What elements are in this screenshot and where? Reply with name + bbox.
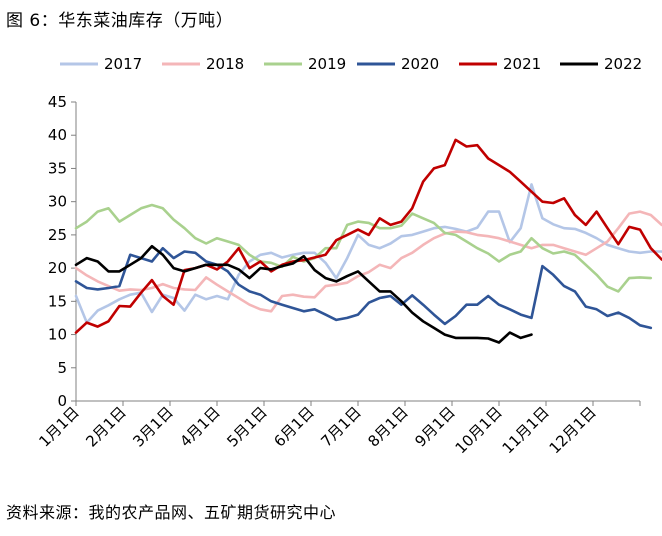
x-tick-label: 7月1日 [317,403,364,450]
chart-legend: 2017 2018 2019 2020 2021 2022 [60,55,642,73]
x-tick-label: 2月1日 [82,403,129,450]
legend-label-2021: 2021 [503,55,541,73]
series-line-2021 [74,138,662,334]
legend-label-2017: 2017 [104,55,142,73]
figure-source: 资料来源：我的农产品网、五矿期货研究中心 [6,503,337,522]
figure-title: 图 6：华东菜油库存（万吨） [6,11,234,31]
y-tick-label: 35 [48,159,67,177]
y-tick-label: 5 [57,359,67,377]
y-tick-label: 45 [48,93,67,111]
series-line-2019 [74,203,653,293]
x-tick-label: 12月1日 [546,403,600,457]
x-tick-label: 1月1日 [35,403,82,450]
y-tick-label: 40 [48,126,67,144]
x-tick-label: 8月1日 [364,403,411,450]
y-axis: 0 5 10 15 20 25 30 35 40 45 [48,93,77,410]
series-layer [74,138,662,344]
x-axis: 1月1日 2月1日 3月1日 4月1日 5月1日 6月1日 7月1日 8月1日 9月1日10月1… [35,400,641,457]
series-line-2022 [74,244,533,344]
x-tick-label: 10月1日 [452,403,506,457]
x-tick-label: 11月1日 [499,403,553,457]
legend-label-2020: 2020 [401,55,439,73]
x-tick-label: 3月1日 [129,403,176,450]
y-tick-label: 30 [48,193,67,211]
legend-label-2022: 2022 [604,55,642,73]
x-tick-label: 5月1日 [223,403,270,450]
legend-label-2019: 2019 [308,55,346,73]
x-tick-label: 6月1日 [270,403,317,450]
y-tick-label: 10 [48,326,67,344]
y-tick-label: 0 [57,392,67,410]
y-tick-label: 25 [48,226,67,244]
y-tick-label: 20 [48,259,67,277]
y-tick-label: 15 [48,292,67,310]
x-tick-label: 4月1日 [176,403,223,450]
legend-label-2018: 2018 [206,55,244,73]
series-line-2017 [74,183,662,324]
series-line-2020 [74,246,653,330]
